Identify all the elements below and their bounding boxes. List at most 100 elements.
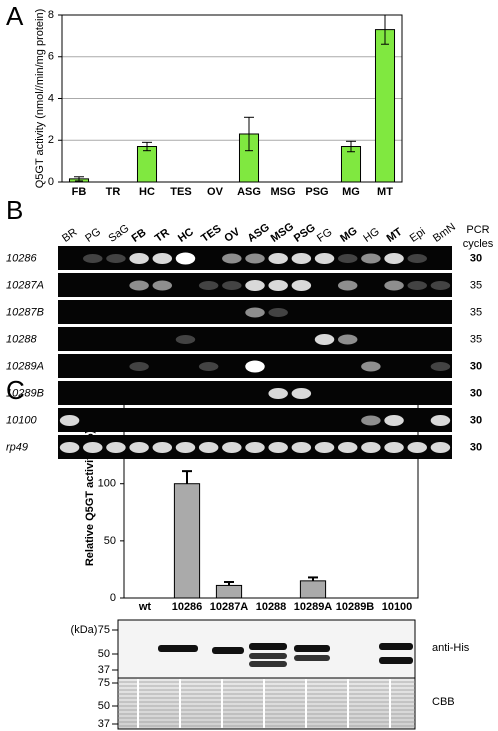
lane-label: ASG [246, 221, 272, 245]
gel-band [245, 253, 265, 264]
x-tick-label: 10288 [256, 601, 287, 613]
gene-label: 10286 [6, 252, 37, 264]
panel-label: A [6, 1, 24, 31]
gel-band [198, 281, 219, 290]
gel-band [129, 253, 149, 264]
gel-band [245, 442, 265, 453]
cycle-label: 30 [470, 414, 482, 426]
blot-band [212, 647, 244, 654]
x-tick-label: wt [138, 601, 152, 613]
header: cycles [463, 238, 494, 250]
marker-label: 50 [98, 648, 110, 660]
x-tick-label: 10287A [210, 601, 249, 613]
gel-band [291, 442, 312, 453]
gel-band [314, 442, 335, 453]
gel-band [106, 442, 126, 453]
gel-band [268, 253, 288, 264]
gel-band [384, 415, 404, 426]
gel-band [175, 252, 196, 265]
gel-band [384, 253, 404, 264]
gene-label: 10287A [6, 279, 44, 291]
cycle-label: 30 [470, 360, 482, 372]
bar [299, 580, 327, 599]
bar [173, 483, 201, 599]
cycle-label: 30 [470, 252, 482, 264]
gene-label: 10289B [6, 387, 44, 399]
blot-band [379, 657, 413, 664]
y-tick-label: 0 [48, 176, 54, 188]
gel-band [83, 442, 103, 453]
gel-band [198, 442, 219, 453]
gel-band [407, 281, 427, 290]
lane-label: HG [361, 226, 381, 245]
lane-label: TR [153, 227, 172, 245]
y-tick-label: 2 [48, 134, 54, 146]
lane-label: OV [222, 226, 242, 245]
gel-band [106, 254, 126, 263]
cycle-label: 30 [470, 441, 482, 453]
gel-band [361, 442, 381, 453]
cycle-label: 30 [470, 387, 482, 399]
gel-band [222, 442, 242, 453]
x-tick-label: HC [139, 186, 155, 198]
gel-strip [58, 381, 452, 405]
lane-label: SaG [106, 222, 131, 244]
gel-band [129, 280, 149, 291]
lane-label: HC [176, 226, 196, 245]
x-tick-label: TES [170, 186, 191, 198]
gel-band [291, 253, 312, 264]
lane-label: BR [60, 226, 79, 245]
gel-band [129, 442, 149, 453]
gel-band [430, 442, 451, 453]
gene-label: 10287B [6, 306, 44, 318]
gene-label: 10289A [6, 360, 44, 372]
x-tick-label: TR [106, 186, 121, 198]
gel-band [175, 442, 196, 453]
gel-band [152, 280, 173, 291]
gel-band [430, 281, 451, 290]
gel-band [268, 388, 288, 399]
unit-label: (kDa) [71, 624, 98, 636]
x-tick-label: 10286 [172, 601, 203, 613]
header: PCR [466, 224, 489, 236]
marker-label: 37 [98, 718, 110, 730]
gel-band [245, 360, 265, 373]
marker-label: 50 [98, 700, 110, 712]
gel-band [198, 362, 219, 371]
lane-label: BmN [431, 221, 458, 245]
cycle-label: 35 [470, 279, 482, 291]
gel-band [268, 280, 288, 291]
gel-band [361, 361, 381, 372]
gel-band [361, 253, 381, 264]
x-tick-label: 10289B [336, 601, 375, 613]
gel-band [407, 442, 427, 453]
gel-band [268, 308, 288, 317]
marker-label: 75 [98, 677, 110, 689]
gel-band [83, 254, 103, 263]
gel-band [222, 281, 242, 290]
y-tick-label: 50 [104, 535, 116, 547]
x-tick-label: ASG [237, 186, 261, 198]
lane-label: FB [130, 227, 149, 245]
gel-band [314, 253, 335, 264]
y-tick-label: 6 [48, 51, 54, 63]
blot-label: anti-His [432, 642, 470, 654]
blot-band [249, 653, 287, 659]
gel-band [291, 280, 312, 291]
x-tick-label: OV [207, 186, 224, 198]
gel-band [337, 254, 358, 263]
gel-band [430, 362, 451, 371]
cycle-label: 35 [470, 306, 482, 318]
lane-label: MSG [269, 221, 296, 245]
gene-label: 10288 [6, 333, 37, 345]
gel-band [314, 334, 335, 345]
y-axis-label: Relative Q5GT activity (%) [84, 430, 96, 567]
x-tick-label: 10289A [294, 601, 333, 613]
gel-band [268, 442, 288, 453]
lane-label: TES [199, 223, 223, 245]
lane-label: Epi [408, 226, 428, 245]
x-tick-label: MT [377, 186, 393, 198]
gel-strip [58, 327, 452, 351]
gel-band [59, 415, 80, 426]
